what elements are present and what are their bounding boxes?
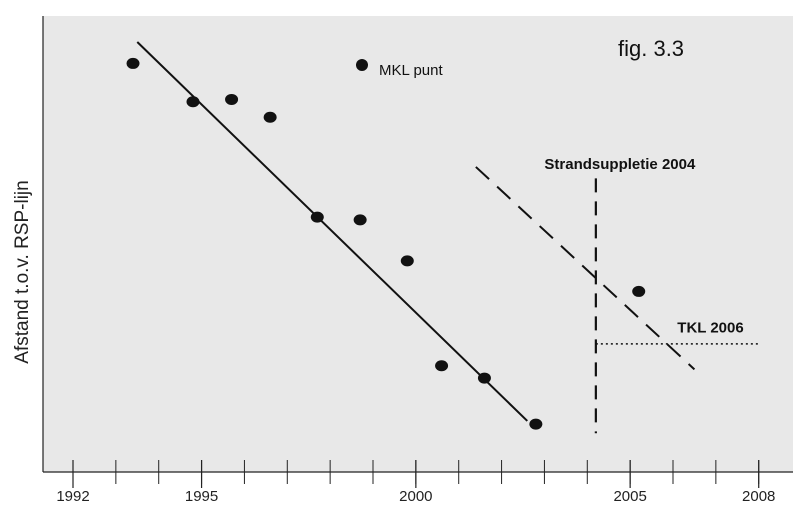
data-point <box>126 57 140 69</box>
data-point <box>353 214 367 226</box>
data-point <box>310 211 324 223</box>
x-tick-labels: 1992 1995 2000 2005 2008 <box>56 460 775 505</box>
annotations: Strandsuppletie 2004 TKL 2006 <box>544 156 743 336</box>
x-tick-label: 2000 <box>399 488 432 505</box>
figure-label: fig. 3.3 <box>618 36 684 61</box>
data-points <box>126 57 646 430</box>
data-point <box>225 93 239 105</box>
annotation-label: TKL 2006 <box>677 319 743 336</box>
trend-lines <box>136 41 759 434</box>
annotation-label: Strandsuppletie 2004 <box>544 156 696 173</box>
data-point <box>632 285 646 297</box>
data-point <box>400 255 414 267</box>
data-point <box>186 96 200 108</box>
y-axis-label: Afstand t.o.v. RSP-lijn <box>12 180 33 363</box>
solid-trend-line <box>136 41 528 422</box>
dashed-trend-line <box>475 166 696 371</box>
x-tick-label: 2005 <box>613 488 646 505</box>
legend-marker <box>356 59 368 71</box>
legend-label: MKL punt <box>379 62 443 79</box>
data-point <box>435 360 449 372</box>
data-point <box>477 372 491 384</box>
plot-area <box>43 16 793 472</box>
x-tick-label: 2008 <box>742 488 775 505</box>
x-tick-label: 1995 <box>185 488 218 505</box>
data-point <box>263 111 277 123</box>
x-tick-label: 1992 <box>56 488 89 505</box>
data-point <box>529 418 543 430</box>
